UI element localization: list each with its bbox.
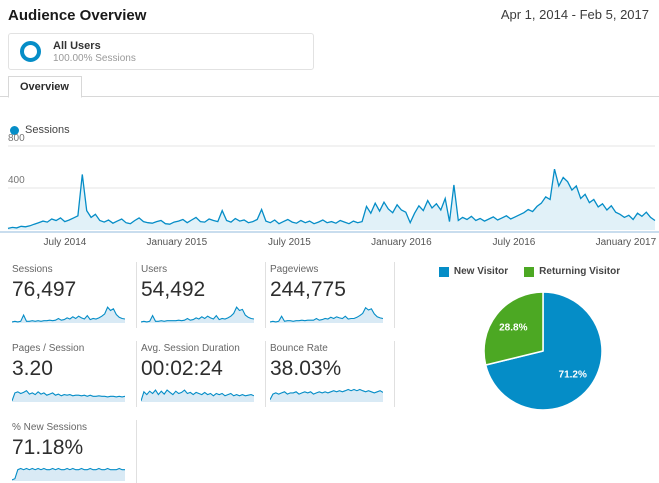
tab-bar: Overview bbox=[0, 75, 659, 98]
legend-swatch-icon bbox=[524, 266, 535, 277]
y-tick-label: 400 bbox=[8, 175, 25, 186]
metric-value: 54,492 bbox=[141, 278, 206, 301]
metric-card[interactable]: Sessions 76,497 bbox=[8, 262, 137, 328]
metric-label: Bounce Rate bbox=[270, 343, 328, 354]
metric-label: Users bbox=[141, 264, 168, 275]
metric-value: 00:02:24 bbox=[141, 357, 223, 380]
pie-slice[interactable] bbox=[483, 291, 544, 366]
pie-slice[interactable] bbox=[484, 291, 603, 411]
pie-legend-item: Returning Visitor bbox=[524, 266, 620, 277]
metric-sparkline bbox=[141, 389, 254, 402]
pie-legend-label: Returning Visitor bbox=[539, 266, 621, 277]
pie-legend-item: New Visitor bbox=[438, 266, 509, 277]
sessions-legend-label: Sessions bbox=[25, 124, 70, 136]
metric-label: Pages / Session bbox=[12, 343, 85, 354]
metric-value: 244,775 bbox=[270, 278, 346, 301]
segment-all-users[interactable]: All Users 100.00% Sessions bbox=[8, 33, 314, 70]
metric-row: % New Sessions 71.18% bbox=[8, 420, 400, 483]
pie-legend: New Visitor Returning Visitor bbox=[400, 266, 659, 277]
tab-overview[interactable]: Overview bbox=[8, 76, 82, 98]
date-range-selector[interactable]: Apr 1, 2014 - Feb 5, 2017 bbox=[500, 7, 649, 22]
metric-card[interactable]: Avg. Session Duration 00:02:24 bbox=[137, 341, 266, 407]
metric-label: Sessions bbox=[12, 264, 53, 275]
metric-label: Avg. Session Duration bbox=[141, 343, 240, 354]
metric-label: % New Sessions bbox=[12, 422, 88, 433]
sessions-timeseries-chart[interactable]: 400 800 bbox=[0, 133, 659, 234]
legend-swatch-icon bbox=[438, 266, 449, 277]
metric-cards: Sessions 76,497 Users 54,492 Pageviews 244,77… bbox=[8, 262, 400, 483]
pie-slice-label: 71.2% bbox=[559, 369, 587, 380]
metric-value: 76,497 bbox=[12, 278, 77, 301]
x-axis-label: January 2016 bbox=[371, 237, 432, 248]
segment-detail: 100.00% Sessions bbox=[53, 52, 136, 64]
segment-name: All Users bbox=[53, 39, 101, 52]
sessions-legend-dot-icon bbox=[10, 125, 19, 135]
pie-slice-label: 28.8% bbox=[499, 323, 527, 334]
metric-sparkline bbox=[270, 306, 383, 323]
x-axis-label: January 2017 bbox=[595, 237, 657, 248]
metrics-section: Sessions 76,497 Users 54,492 Pageviews 244,77… bbox=[0, 262, 659, 483]
metric-sparkline bbox=[270, 388, 383, 402]
metric-sparkline bbox=[141, 306, 254, 323]
metric-value: 38.03% bbox=[270, 357, 342, 380]
page-title: Audience Overview bbox=[8, 7, 147, 24]
visitor-type-panel: New Visitor Returning Visitor 71.2% 28.8% bbox=[400, 262, 659, 483]
metric-sparkline bbox=[12, 306, 125, 323]
metric-sparkline bbox=[12, 389, 125, 402]
metric-card[interactable]: Users 54,492 bbox=[137, 262, 266, 328]
chart-x-axis: July 2014 January 2015 July 2015 January 20… bbox=[0, 235, 659, 250]
visitor-type-pie-chart[interactable]: 71.2% 28.8% bbox=[481, 289, 605, 413]
x-axis-label: July 2014 bbox=[43, 237, 87, 248]
sessions-chart-legend: Sessions bbox=[10, 124, 659, 136]
metric-card[interactable]: Pageviews 244,775 bbox=[266, 262, 395, 328]
metric-row: Sessions 76,497 Users 54,492 Pageviews 244,77… bbox=[8, 262, 400, 328]
metric-card[interactable]: Bounce Rate 38.03% bbox=[266, 341, 395, 407]
segment-donut-icon bbox=[20, 41, 41, 62]
x-axis-label: July 2016 bbox=[492, 237, 536, 248]
y-tick-label: 800 bbox=[8, 133, 25, 144]
x-axis-label: January 2015 bbox=[146, 237, 208, 248]
report-header: Audience Overview Apr 1, 2014 - Feb 5, 2… bbox=[0, 0, 659, 24]
metric-value: 71.18% bbox=[12, 436, 84, 459]
x-axis-label: July 2015 bbox=[268, 237, 311, 248]
metric-card[interactable]: Pages / Session 3.20 bbox=[8, 341, 137, 407]
sessions-chart-svg[interactable] bbox=[0, 140, 659, 234]
metric-row: Pages / Session 3.20 Avg. Session Duration… bbox=[8, 341, 400, 407]
metric-sparkline bbox=[12, 467, 125, 481]
metric-card[interactable]: % New Sessions 71.18% bbox=[8, 420, 137, 483]
metric-value: 3.20 bbox=[12, 357, 53, 380]
pie-legend-label: New Visitor bbox=[453, 266, 509, 277]
metric-label: Pageviews bbox=[270, 264, 319, 275]
